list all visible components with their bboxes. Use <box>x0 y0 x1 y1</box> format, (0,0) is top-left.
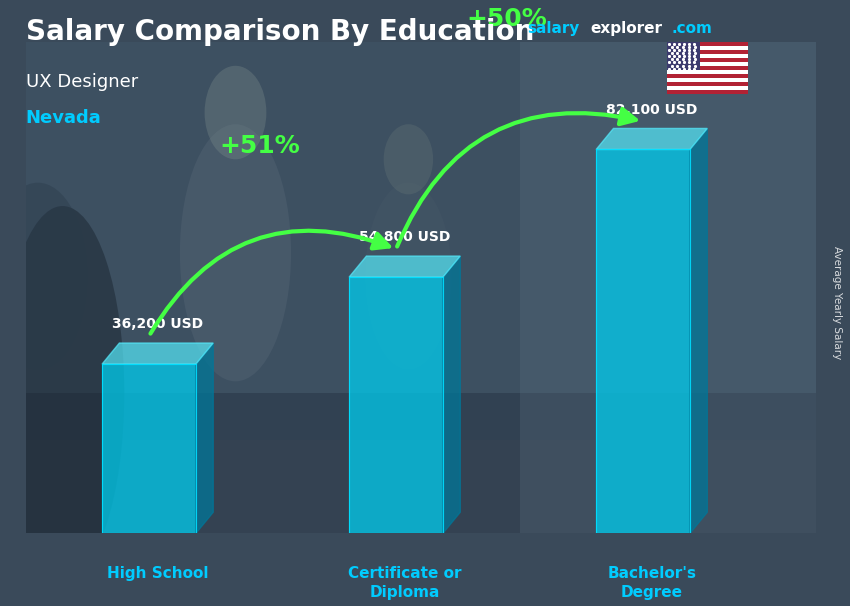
Ellipse shape <box>180 124 291 381</box>
Ellipse shape <box>366 182 451 370</box>
Polygon shape <box>102 343 213 364</box>
Text: Nevada: Nevada <box>26 109 101 127</box>
Text: +51%: +51% <box>220 134 301 158</box>
Bar <box>519 42 816 533</box>
Bar <box>667 62 748 66</box>
Text: +50%: +50% <box>467 7 547 30</box>
Polygon shape <box>690 128 707 533</box>
Text: explorer: explorer <box>591 21 663 36</box>
Bar <box>667 82 748 86</box>
Bar <box>667 70 748 74</box>
Ellipse shape <box>383 124 434 195</box>
Bar <box>667 74 748 78</box>
Bar <box>667 50 748 55</box>
Bar <box>102 364 196 533</box>
Bar <box>667 66 748 70</box>
Bar <box>349 277 443 533</box>
Polygon shape <box>196 343 213 533</box>
Text: Average Yearly Salary: Average Yearly Salary <box>832 247 842 359</box>
Text: UX Designer: UX Designer <box>26 73 138 91</box>
Ellipse shape <box>0 182 88 370</box>
Bar <box>667 86 748 90</box>
Text: Certificate or
Diploma: Certificate or Diploma <box>348 566 462 599</box>
Bar <box>26 393 816 533</box>
Bar <box>667 78 748 82</box>
Bar <box>667 47 748 50</box>
Text: 82,100 USD: 82,100 USD <box>606 103 697 117</box>
Bar <box>667 42 748 47</box>
Bar <box>596 150 690 533</box>
Bar <box>667 55 748 58</box>
Text: salary: salary <box>527 21 580 36</box>
Bar <box>667 90 748 94</box>
Text: Salary Comparison By Education: Salary Comparison By Education <box>26 18 534 46</box>
Ellipse shape <box>1 206 124 580</box>
Text: 36,200 USD: 36,200 USD <box>112 318 203 331</box>
Polygon shape <box>443 256 460 533</box>
Bar <box>667 42 700 70</box>
Bar <box>26 42 816 440</box>
Ellipse shape <box>205 66 266 159</box>
Text: 54,800 USD: 54,800 USD <box>359 230 450 244</box>
Text: .com: .com <box>672 21 712 36</box>
Text: Bachelor's
Degree: Bachelor's Degree <box>607 566 696 599</box>
Polygon shape <box>596 128 707 150</box>
Text: High School: High School <box>107 566 208 581</box>
Polygon shape <box>349 256 460 277</box>
Bar <box>667 58 748 62</box>
